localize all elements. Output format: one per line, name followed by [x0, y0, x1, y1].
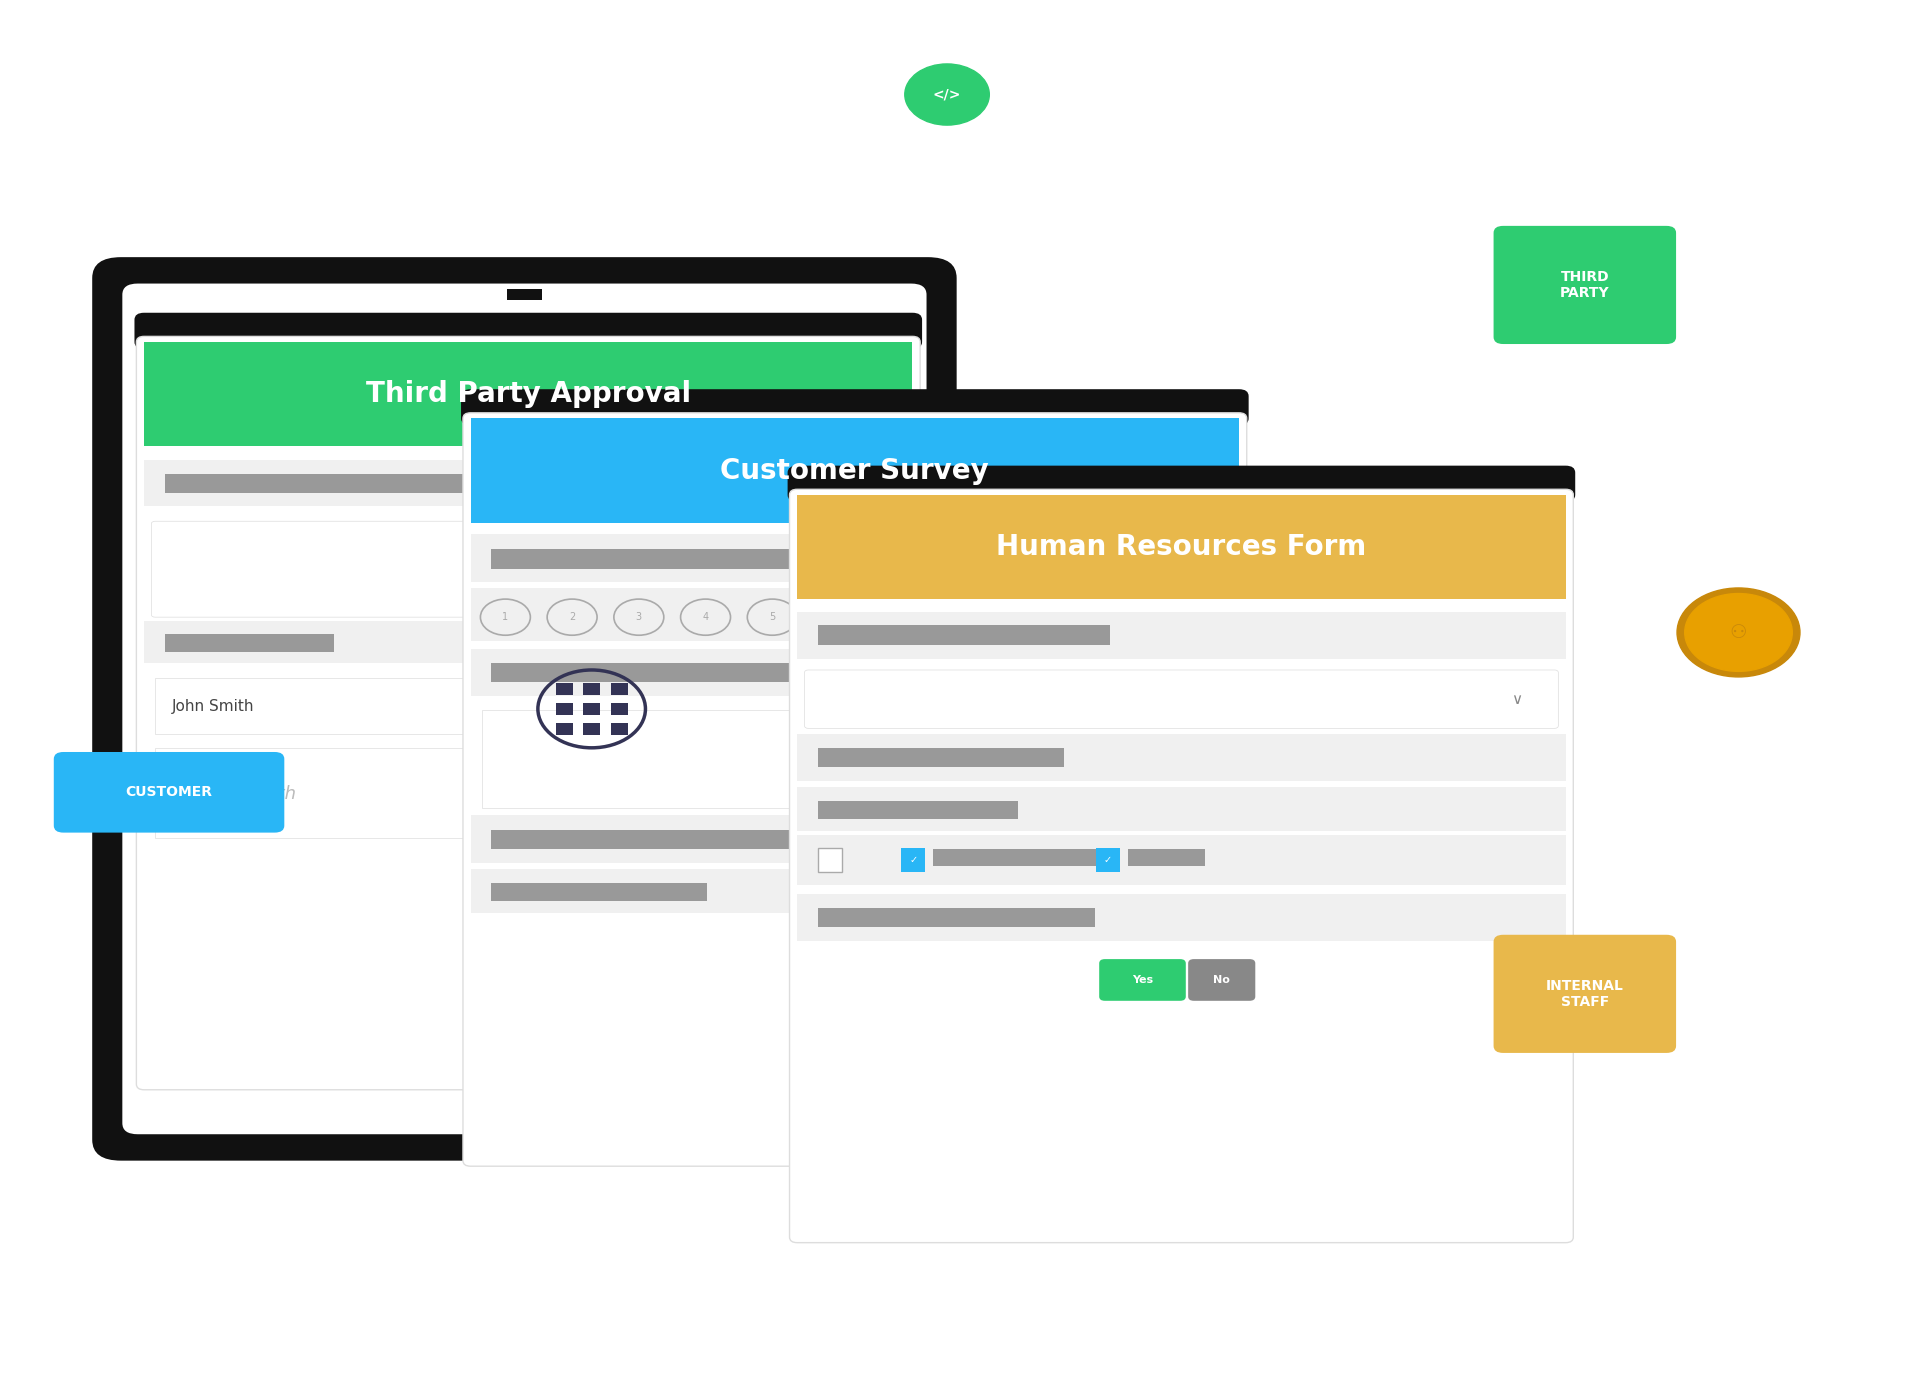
FancyBboxPatch shape	[471, 418, 1239, 523]
Text: ✓: ✓	[909, 855, 918, 865]
Text: Third Party Approval: Third Party Approval	[365, 379, 692, 409]
Text: 1: 1	[501, 612, 509, 623]
FancyBboxPatch shape	[471, 869, 1239, 913]
FancyBboxPatch shape	[797, 894, 1566, 941]
FancyBboxPatch shape	[934, 849, 1118, 866]
FancyBboxPatch shape	[818, 626, 1110, 645]
FancyBboxPatch shape	[797, 787, 1566, 831]
FancyBboxPatch shape	[555, 682, 572, 695]
FancyBboxPatch shape	[788, 466, 1575, 502]
Text: INTERNAL
STAFF: INTERNAL STAFF	[1546, 979, 1623, 1009]
FancyBboxPatch shape	[584, 703, 599, 714]
Text: No: No	[1214, 974, 1229, 986]
FancyBboxPatch shape	[152, 521, 905, 617]
FancyBboxPatch shape	[584, 682, 599, 695]
FancyBboxPatch shape	[555, 723, 572, 735]
Circle shape	[1685, 594, 1792, 671]
FancyBboxPatch shape	[555, 703, 572, 714]
FancyBboxPatch shape	[144, 342, 912, 446]
FancyBboxPatch shape	[134, 313, 922, 349]
FancyBboxPatch shape	[790, 489, 1573, 1243]
FancyBboxPatch shape	[611, 723, 628, 735]
Text: ⚇: ⚇	[1729, 623, 1748, 642]
Text: Customer Survey: Customer Survey	[720, 456, 989, 485]
FancyBboxPatch shape	[156, 678, 901, 734]
FancyBboxPatch shape	[818, 801, 1018, 819]
FancyBboxPatch shape	[144, 621, 912, 663]
FancyBboxPatch shape	[797, 495, 1566, 599]
FancyBboxPatch shape	[1495, 935, 1675, 1054]
FancyBboxPatch shape	[1128, 849, 1204, 866]
FancyBboxPatch shape	[482, 710, 1228, 808]
FancyBboxPatch shape	[123, 284, 926, 1134]
Text: Human Resources Form: Human Resources Form	[997, 532, 1366, 562]
FancyBboxPatch shape	[1097, 848, 1120, 872]
FancyBboxPatch shape	[584, 723, 599, 735]
FancyBboxPatch shape	[471, 534, 1239, 582]
FancyBboxPatch shape	[611, 703, 628, 714]
Text: John Smith: John Smith	[171, 699, 254, 713]
Text: John Smith: John Smith	[200, 785, 296, 802]
Text: THIRD
PARTY: THIRD PARTY	[1560, 270, 1610, 300]
Text: ✓: ✓	[1105, 855, 1112, 865]
FancyBboxPatch shape	[805, 670, 1558, 728]
Circle shape	[905, 64, 989, 125]
FancyBboxPatch shape	[901, 848, 926, 872]
FancyBboxPatch shape	[463, 413, 1247, 1166]
FancyBboxPatch shape	[492, 549, 1014, 569]
FancyBboxPatch shape	[818, 748, 1064, 767]
Circle shape	[1677, 588, 1800, 677]
FancyBboxPatch shape	[492, 830, 968, 849]
FancyBboxPatch shape	[471, 588, 1239, 641]
FancyBboxPatch shape	[471, 649, 1239, 696]
FancyBboxPatch shape	[818, 848, 841, 872]
FancyBboxPatch shape	[156, 748, 901, 838]
FancyBboxPatch shape	[797, 612, 1566, 659]
FancyBboxPatch shape	[492, 663, 861, 682]
Text: 5: 5	[768, 612, 776, 623]
FancyBboxPatch shape	[818, 908, 1095, 927]
Text: NA: NA	[832, 612, 845, 623]
FancyBboxPatch shape	[797, 835, 1566, 885]
Text: 4: 4	[703, 612, 709, 623]
FancyBboxPatch shape	[797, 734, 1566, 781]
Text: Yes: Yes	[1131, 974, 1153, 986]
FancyBboxPatch shape	[54, 752, 284, 833]
Text: 3: 3	[636, 612, 642, 623]
Text: 2: 2	[569, 612, 574, 623]
FancyBboxPatch shape	[507, 289, 542, 300]
FancyBboxPatch shape	[144, 460, 912, 506]
Text: ∨: ∨	[1512, 692, 1523, 706]
FancyBboxPatch shape	[165, 634, 334, 652]
FancyBboxPatch shape	[471, 815, 1239, 863]
FancyBboxPatch shape	[1099, 959, 1185, 1001]
FancyBboxPatch shape	[165, 474, 488, 493]
FancyBboxPatch shape	[1189, 959, 1254, 1001]
FancyBboxPatch shape	[611, 682, 628, 695]
Text: </>: </>	[934, 88, 960, 101]
FancyBboxPatch shape	[136, 336, 920, 1090]
FancyBboxPatch shape	[461, 389, 1249, 425]
Text: CUSTOMER: CUSTOMER	[125, 785, 213, 799]
FancyBboxPatch shape	[492, 883, 707, 901]
FancyBboxPatch shape	[1495, 225, 1675, 343]
FancyBboxPatch shape	[92, 257, 957, 1161]
